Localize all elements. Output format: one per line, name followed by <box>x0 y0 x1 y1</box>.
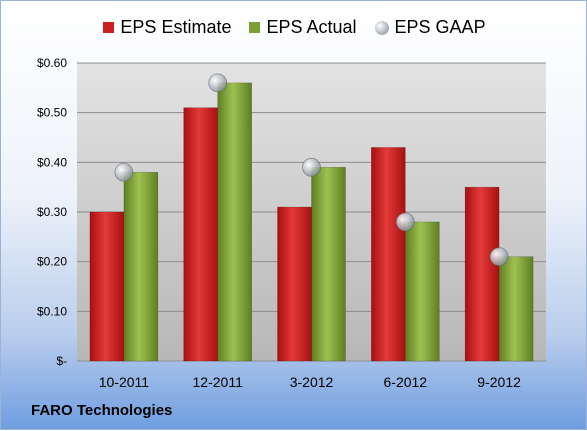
legend-item-actual: EPS Actual <box>249 17 357 38</box>
y-tick-label: $0.40 <box>37 155 67 169</box>
marker-eps-gaap <box>489 247 509 267</box>
marker-eps-gaap <box>395 212 415 232</box>
legend-item-gaap: EPS GAAP <box>374 17 486 38</box>
marker-eps-gaap <box>114 162 134 182</box>
x-tick-label: 3-2012 <box>290 374 334 390</box>
legend-swatch-gaap <box>374 20 389 35</box>
bar-eps-actual <box>311 167 346 362</box>
legend-label-gaap: EPS GAAP <box>394 17 486 37</box>
y-tick-label: $0.60 <box>37 56 67 70</box>
x-tick-label: 10-2011 <box>99 374 150 390</box>
y-tick-label: $0.50 <box>37 106 67 120</box>
bar-eps-estimate <box>464 186 500 362</box>
bar-eps-actual <box>217 82 252 362</box>
legend-swatch-actual <box>249 22 261 33</box>
y-axis: $- $0.10 $0.20 $0.30 $0.40 $0.50 $0.60 <box>37 56 67 368</box>
bar-eps-estimate <box>277 206 312 362</box>
bars <box>89 82 534 362</box>
legend-item-estimate: EPS Estimate <box>103 17 231 38</box>
x-tick-label: 6-2012 <box>384 374 428 390</box>
bar-eps-estimate <box>370 147 406 362</box>
bar-eps-estimate <box>89 211 125 362</box>
company-name: FARO Technologies <box>31 402 173 419</box>
x-tick-label: 12-2011 <box>193 374 244 390</box>
bar-eps-estimate <box>183 107 218 362</box>
bar-eps-actual <box>404 221 440 362</box>
legend: EPS Estimate EPS Actual EPS GAAP <box>1 17 587 38</box>
y-tick-label: $0.10 <box>37 304 67 318</box>
legend-label-actual: EPS Actual <box>266 17 357 37</box>
bar-eps-actual <box>498 256 534 362</box>
bar-eps-actual <box>123 171 159 362</box>
gaap-markers <box>114 73 509 267</box>
y-tick-label: $0.20 <box>37 255 67 269</box>
legend-swatch-estimate <box>103 22 115 33</box>
x-axis: 10-2011 12-2011 3-2012 6-2012 9-2012 <box>99 374 521 390</box>
y-tick-label: $0.30 <box>37 205 67 219</box>
x-tick-label: 9-2012 <box>477 374 521 390</box>
marker-eps-gaap <box>208 73 228 93</box>
marker-eps-gaap <box>302 157 321 177</box>
y-tick-label: $- <box>56 354 67 368</box>
legend-label-estimate: EPS Estimate <box>120 17 232 37</box>
